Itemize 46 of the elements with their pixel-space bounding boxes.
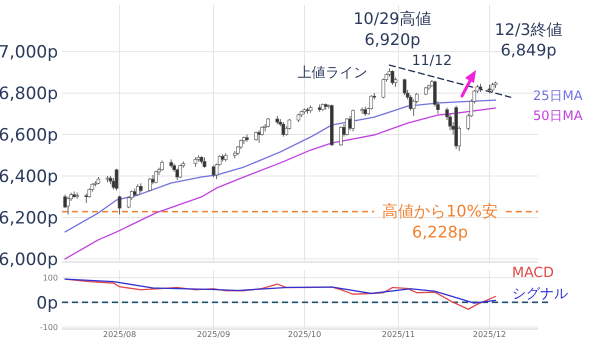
annotation: 10/29高値 6,920p	[353, 9, 432, 50]
candlestick	[194, 156, 198, 168]
x-tick-label: 2025/08	[102, 330, 136, 339]
y-tick-label: 6,600p	[0, 125, 58, 146]
line-series	[64, 107, 496, 260]
candlestick	[136, 184, 140, 196]
x-tick-label: 2025/11	[382, 330, 416, 339]
annotation: 12/3終値 6,849p	[494, 20, 563, 60]
line-series	[64, 278, 496, 304]
text: 25日MA	[533, 89, 583, 104]
candlestick	[282, 122, 286, 138]
y-tick-label: 6,800p	[0, 84, 58, 104]
candlestick	[118, 195, 122, 215]
candlestick	[148, 178, 152, 192]
candlestick	[66, 196, 70, 215]
y-tick-label: 7,000p	[0, 42, 58, 63]
ref-line-label: 0p	[36, 293, 58, 314]
candlestick	[257, 130, 261, 144]
candlestick	[351, 109, 355, 132]
annotation: 上値ライン	[297, 65, 368, 82]
x-tick-label: 2025/12	[472, 330, 506, 339]
candlestick	[490, 82, 494, 92]
y-tick-label: 100	[42, 273, 58, 282]
candlestick	[139, 182, 143, 193]
candlestick	[154, 170, 158, 184]
candlestick	[160, 160, 164, 172]
candlestick	[254, 131, 258, 142]
series-label: シグナル	[512, 286, 568, 302]
candlestick	[178, 164, 182, 178]
series-label: MACD	[512, 265, 554, 281]
y-tick-label: 6,200p	[0, 208, 58, 228]
candlestick	[402, 78, 406, 96]
x-tick-label: 2025/10	[288, 330, 322, 339]
candlestick	[202, 156, 206, 168]
x-tick-label: 2025/09	[196, 330, 230, 339]
y-tick-label: 6,400p	[0, 166, 58, 187]
text: 50日MA	[533, 109, 583, 124]
y-tick-label: 6,000p	[0, 250, 58, 270]
candlestick	[339, 126, 343, 146]
y-tick-label: -100	[40, 322, 58, 332]
candlestick	[266, 118, 270, 128]
candlestick	[390, 70, 394, 86]
annotation: 11/12	[412, 53, 452, 70]
candlestick	[114, 168, 118, 191]
ref-line-label: 高値から10%安 6,228p	[382, 202, 498, 242]
candlestick	[345, 118, 349, 136]
